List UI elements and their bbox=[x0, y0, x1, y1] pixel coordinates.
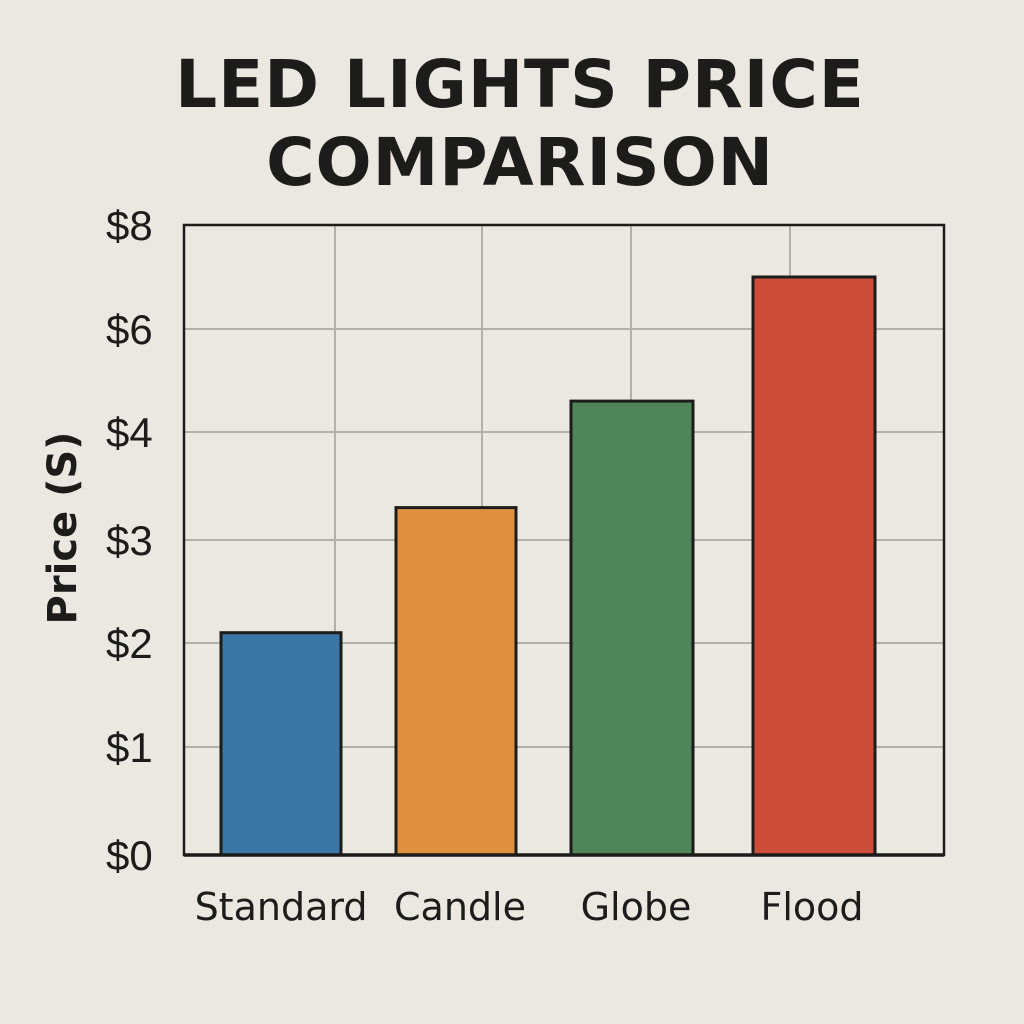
plot-frame bbox=[182, 223, 946, 857]
bar-globe bbox=[569, 399, 695, 857]
bar-standard bbox=[219, 631, 343, 857]
x-tick-label: Globe bbox=[581, 885, 692, 929]
y-axis-ticks: $0 $1 $2 $3 $4 $6 $8 bbox=[106, 202, 153, 879]
chart-title-line-2: COMPARISON bbox=[266, 124, 774, 201]
bar-candle bbox=[394, 506, 518, 857]
chart-title-line-1: LED LIGHTS PRICE bbox=[175, 46, 865, 123]
y-tick-label: $1 bbox=[106, 724, 153, 771]
y-tick-label: $4 bbox=[106, 409, 153, 456]
y-tick-label: $6 bbox=[106, 306, 153, 353]
y-tick-label: $0 bbox=[106, 832, 153, 879]
y-axis-title: Price (S) bbox=[40, 432, 86, 625]
y-tick-label: $2 bbox=[106, 620, 153, 667]
x-axis-labels: Standard Candle Globe Flood bbox=[195, 885, 864, 929]
bars bbox=[219, 275, 877, 857]
x-tick-label: Standard bbox=[195, 885, 368, 929]
x-tick-label: Candle bbox=[394, 885, 526, 929]
x-tick-label: Flood bbox=[760, 885, 863, 929]
y-tick-label: $8 bbox=[106, 202, 153, 249]
y-tick-label: $3 bbox=[106, 517, 153, 564]
bar-flood bbox=[751, 275, 877, 857]
